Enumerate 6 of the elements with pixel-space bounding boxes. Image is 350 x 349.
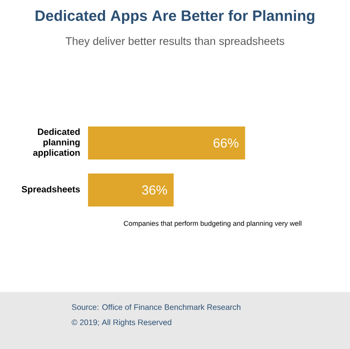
chart-subtitle: They deliver better results than spreadsheets [66,36,284,48]
y-tick-label: Spreadsheets [22,186,80,194]
y-tick-label: Dedicated planning application [33,128,80,158]
chart-title: Dedicated Apps Are Better for Planning [36,10,314,24]
data-label: 66% [214,138,238,148]
data-label: 36% [142,185,168,195]
